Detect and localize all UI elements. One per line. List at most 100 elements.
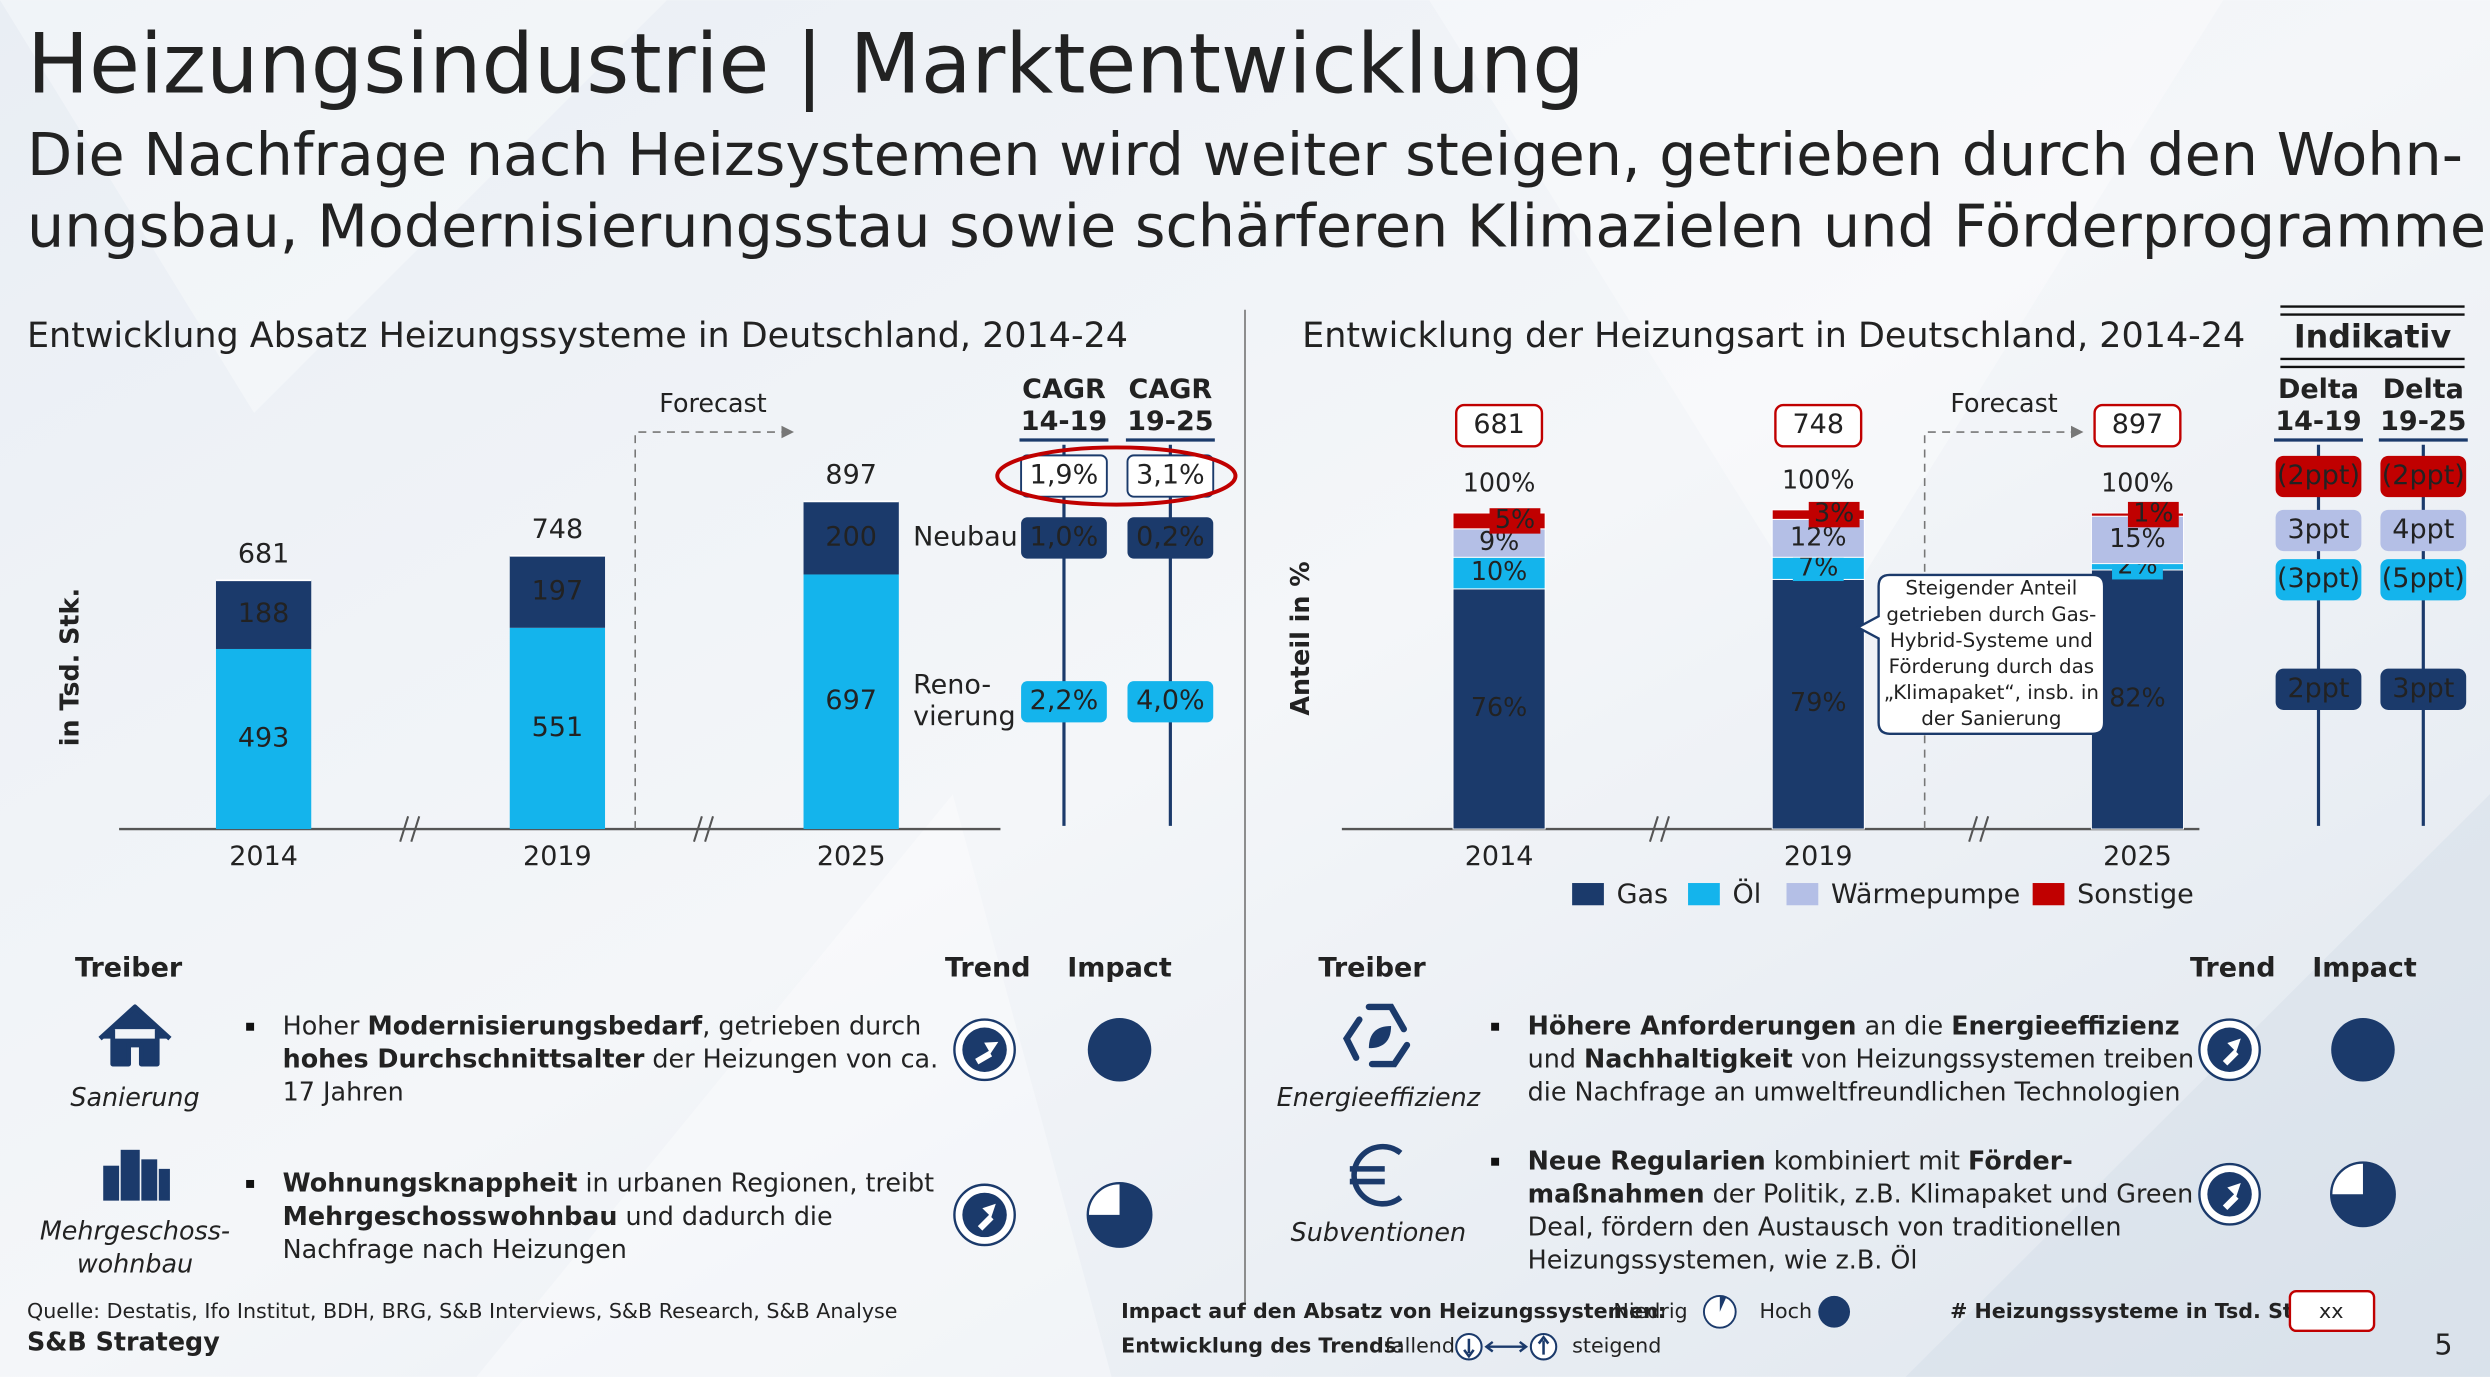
text-run: der Heizungen von ca. [644, 1044, 938, 1074]
driver-header: Treiber [1318, 952, 1426, 983]
bar-segment [215, 648, 312, 830]
table-value: 3,1% [1136, 460, 1205, 491]
legend-icon [1537, 1335, 1550, 1355]
driver-text: maßnahmen der Politik, z.B. Klimapaket u… [1528, 1179, 2194, 1209]
bar-segment [509, 555, 606, 628]
total-box [1774, 403, 1863, 448]
label-box [1792, 555, 1844, 582]
trend-disc [2207, 1027, 2252, 1073]
legend-label: Gas [1617, 879, 1669, 910]
icon-recycle [1342, 1003, 1411, 1068]
impact-pie [1087, 1018, 1152, 1082]
driver-text: Höhere Anforderungen an die Energieeffiz… [1528, 1011, 2180, 1041]
x-tick-label: 2014 [229, 841, 298, 872]
icon-house [98, 1004, 172, 1067]
callout-text: Steigender Anteil [1905, 577, 2077, 600]
text-run: Hoher [283, 1011, 368, 1041]
text-run: 17 Jahren [283, 1077, 404, 1107]
title: Heizungsindustrie | Marktentwicklung [27, 16, 1585, 112]
callout-box [1855, 573, 2106, 735]
trend-disc [2207, 1172, 2252, 1217]
table-value: (2ppt) [2277, 460, 2360, 491]
text-run: und [1528, 1044, 1584, 1074]
table-header: CAGR [1022, 374, 1106, 405]
table-header: 14-19 [2275, 406, 2361, 437]
table-value: 2ppt [2287, 673, 2349, 704]
legend-icon [1484, 1341, 1529, 1353]
total-value: 681 [1473, 409, 1525, 440]
bar-value-label: 197 [532, 575, 584, 606]
bar-total-label: 100% [1463, 467, 1536, 497]
icon-building [120, 1149, 140, 1201]
chart-title: Entwicklung Absatz Heizungssysteme in De… [27, 316, 1128, 356]
legend-label: Öl [1733, 878, 1762, 910]
total-value: 897 [2112, 409, 2164, 440]
legend-swatch [1786, 883, 1819, 906]
bar-value-label: 76% [1471, 692, 1527, 722]
trend-icon [2198, 1018, 2261, 1082]
text-run: Heizungssystemen, wie z.B. Öl [1528, 1245, 1918, 1275]
page-number: 5 [2434, 1328, 2452, 1362]
label-box [1489, 508, 1541, 534]
bar-total-label: 748 [532, 514, 584, 545]
legend-swatch [1572, 883, 1604, 906]
callout-text: Hybrid-Systeme und [1890, 629, 2093, 652]
bar-value-label: 79% [1790, 687, 1846, 717]
table-value: 3ppt [2392, 673, 2454, 704]
bar-value-label: 82% [2109, 682, 2165, 712]
total-value: 748 [1793, 409, 1845, 440]
table-value: 2,2% [1030, 685, 1099, 716]
legend-label: Hoch [1760, 1299, 1813, 1323]
text-run: in urbanen Regionen, treibt [577, 1168, 934, 1198]
axis-break [1648, 816, 1670, 843]
driver-header: Trend [2190, 952, 2276, 983]
text-run: Nachfrage nach Heizungen [283, 1234, 627, 1264]
legend-icon [1463, 1338, 1475, 1359]
bar-segment [803, 501, 899, 575]
driver-header: Impact [2312, 952, 2417, 983]
driver-text: Nachfrage nach Heizungen [283, 1234, 627, 1264]
trend-arrow [975, 1041, 999, 1065]
driver-text: Wohnungsknappheit in urbanen Regionen, t… [283, 1168, 935, 1198]
trend-disc [962, 1027, 1007, 1073]
text-run: Wohnungsknappheit [283, 1168, 578, 1198]
legend-title: Entwicklung des Trends: [1121, 1334, 1404, 1358]
text-run: Mehrgeschosswohnbau [283, 1201, 618, 1231]
x-tick-label: 2019 [523, 841, 592, 872]
driver-label: Subventionen [1291, 1217, 1466, 1247]
trend-arrow [977, 1203, 996, 1231]
trend-icon [2198, 1162, 2261, 1226]
text-run: und dadurch die [617, 1201, 832, 1231]
bullet [1491, 1022, 1500, 1031]
text-run: , getrieben durch [702, 1011, 921, 1041]
label-box [1808, 501, 1860, 528]
icon-building [103, 1165, 120, 1201]
table-cell [2380, 455, 2467, 498]
badge: Indikativ [2294, 319, 2452, 355]
text-run: der Politik, z.B. Klimapaket und Green [1705, 1179, 2194, 1209]
axis-break [692, 816, 715, 843]
bar-value-label: 3% [1814, 498, 1854, 528]
axis-break [1968, 816, 1990, 843]
chart-title: Entwicklung der Heizungsart in Deutschla… [1302, 316, 2245, 356]
table-cell [1127, 681, 1214, 723]
trend-disc [962, 1192, 1007, 1238]
bar-total-label: 100% [1782, 464, 1855, 494]
legend-label: Niedrig [1613, 1299, 1687, 1323]
table-cell [1021, 517, 1107, 559]
text-run: maßnahmen [1528, 1179, 1705, 1209]
text-run: Förder- [1968, 1146, 2073, 1176]
driver-text: Hoher Modernisierungsbedarf, getrieben d… [283, 1011, 922, 1041]
table-header: 14-19 [1021, 406, 1107, 437]
text-run: von Heizungssystemen treiben [1793, 1044, 2194, 1074]
driver-label: wohnbau [77, 1249, 193, 1279]
driver-text: Deal, fördern den Austausch von traditio… [1528, 1212, 2122, 1242]
table-value: 1,0% [1030, 521, 1099, 552]
callout-text: getrieben durch Gas- [1886, 603, 2096, 626]
y-axis-label: Anteil in % [1285, 561, 1315, 715]
legend-title: # Heizungssysteme in Tsd. Stk.: [1950, 1299, 2323, 1323]
bar-value-label: 493 [238, 723, 290, 754]
